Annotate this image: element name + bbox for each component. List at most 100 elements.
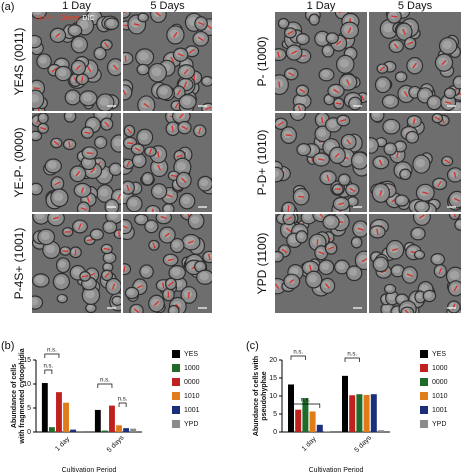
cell-highlight (65, 113, 73, 119)
cell-highlight (321, 70, 330, 78)
cytoophidium (51, 67, 58, 73)
column-header: 5 Days (398, 0, 433, 12)
cell-highlight (39, 56, 48, 64)
cell-highlight (203, 77, 210, 84)
cell-highlight (283, 130, 292, 138)
bar (130, 428, 137, 432)
cytoophidium (104, 121, 110, 127)
cell-highlight (139, 132, 149, 141)
cell-highlight (70, 26, 78, 33)
cytoophidium (170, 56, 175, 63)
cytoophidium (90, 167, 96, 174)
legend-swatch (172, 406, 180, 414)
cytoophidium (133, 308, 140, 313)
cytoophidium (167, 258, 174, 262)
cell-highlight (325, 141, 335, 151)
cell-highlight (82, 93, 93, 102)
cytoophidium (406, 273, 413, 277)
cytoophidium (187, 240, 194, 244)
cell-highlight (172, 241, 180, 248)
cell-highlight (289, 235, 298, 243)
cytoophidium (174, 102, 179, 109)
cell-highlight (76, 185, 87, 194)
cell-highlight (81, 272, 87, 278)
cell-highlight (39, 114, 45, 120)
bar (363, 394, 370, 432)
bar (77, 431, 84, 432)
cytoophidium (148, 148, 153, 155)
cytoophidium (153, 300, 160, 307)
annotation: n.s. (44, 364, 54, 370)
cell-highlight (395, 142, 403, 149)
cell-highlight (32, 37, 38, 45)
cell-highlight (130, 19, 141, 28)
cell-highlight (434, 179, 443, 187)
cytoophidium (75, 64, 81, 71)
legend-label: 1000 (184, 365, 200, 372)
cell-highlight (424, 291, 432, 299)
significance-bracket (344, 357, 360, 362)
annotation: n.s. (47, 348, 57, 354)
cell-highlight (138, 51, 149, 61)
cytoophidium (136, 284, 143, 289)
significance-bracket (290, 355, 306, 360)
cytoophidium (318, 158, 325, 161)
cell-highlight (292, 113, 301, 116)
cell-highlight (407, 133, 415, 140)
cell-highlight (185, 236, 195, 246)
cell-highlight (169, 29, 180, 39)
cell-highlight (311, 237, 322, 246)
cell-highlight (348, 197, 355, 204)
cytoophidium (308, 264, 312, 271)
cell-highlight (343, 24, 354, 34)
cytoophidium (412, 118, 416, 125)
panel-label: (c) (246, 340, 259, 352)
cell-highlight (176, 162, 187, 171)
cell-highlight (53, 192, 64, 202)
cytoophidium (418, 214, 425, 219)
x-tick-label: 5 days (106, 434, 126, 454)
cells (275, 214, 367, 297)
cell-highlight (372, 113, 380, 118)
cell-highlight (129, 198, 138, 207)
cytoophidium (346, 139, 351, 145)
annotation: n.s. (301, 398, 311, 404)
legend-label: 1000 (432, 365, 448, 372)
y-tick-label: 20 (269, 357, 277, 364)
cytoophidium (152, 208, 154, 212)
cell-highlight (429, 98, 438, 106)
cytoophidium (324, 283, 330, 289)
cytoophidium (181, 177, 187, 183)
cytoophidium (33, 87, 40, 90)
cytoophidium (376, 228, 379, 235)
cell-highlight (369, 140, 374, 149)
cytoophidium (334, 188, 341, 190)
cell-highlight (32, 184, 39, 192)
legend-swatch (172, 350, 180, 358)
cell-highlight (71, 248, 78, 255)
cytoophidium (197, 36, 204, 42)
cytoophidium (40, 126, 47, 130)
cell-highlight (171, 267, 181, 276)
cell-highlight (358, 254, 367, 264)
cytoophidium (168, 281, 174, 287)
cytoophidium (287, 205, 290, 212)
cytoophidium (176, 89, 182, 96)
bar (295, 409, 302, 432)
cell-highlight (332, 150, 341, 159)
bar (116, 425, 122, 432)
bar (63, 402, 69, 432)
x-axis-title: Cultivation Period (309, 467, 364, 474)
y-tick-label: 5 (27, 405, 31, 412)
cytoophidium (402, 28, 406, 35)
bar (370, 394, 377, 432)
micrograph (369, 113, 461, 212)
cell-highlight (146, 222, 155, 229)
cytoophidium (278, 81, 281, 88)
cell-highlight (275, 169, 280, 178)
cells (32, 214, 121, 313)
cell-highlight (200, 178, 209, 187)
cell-highlight (290, 267, 299, 276)
bar (324, 431, 330, 432)
bar (349, 395, 356, 432)
